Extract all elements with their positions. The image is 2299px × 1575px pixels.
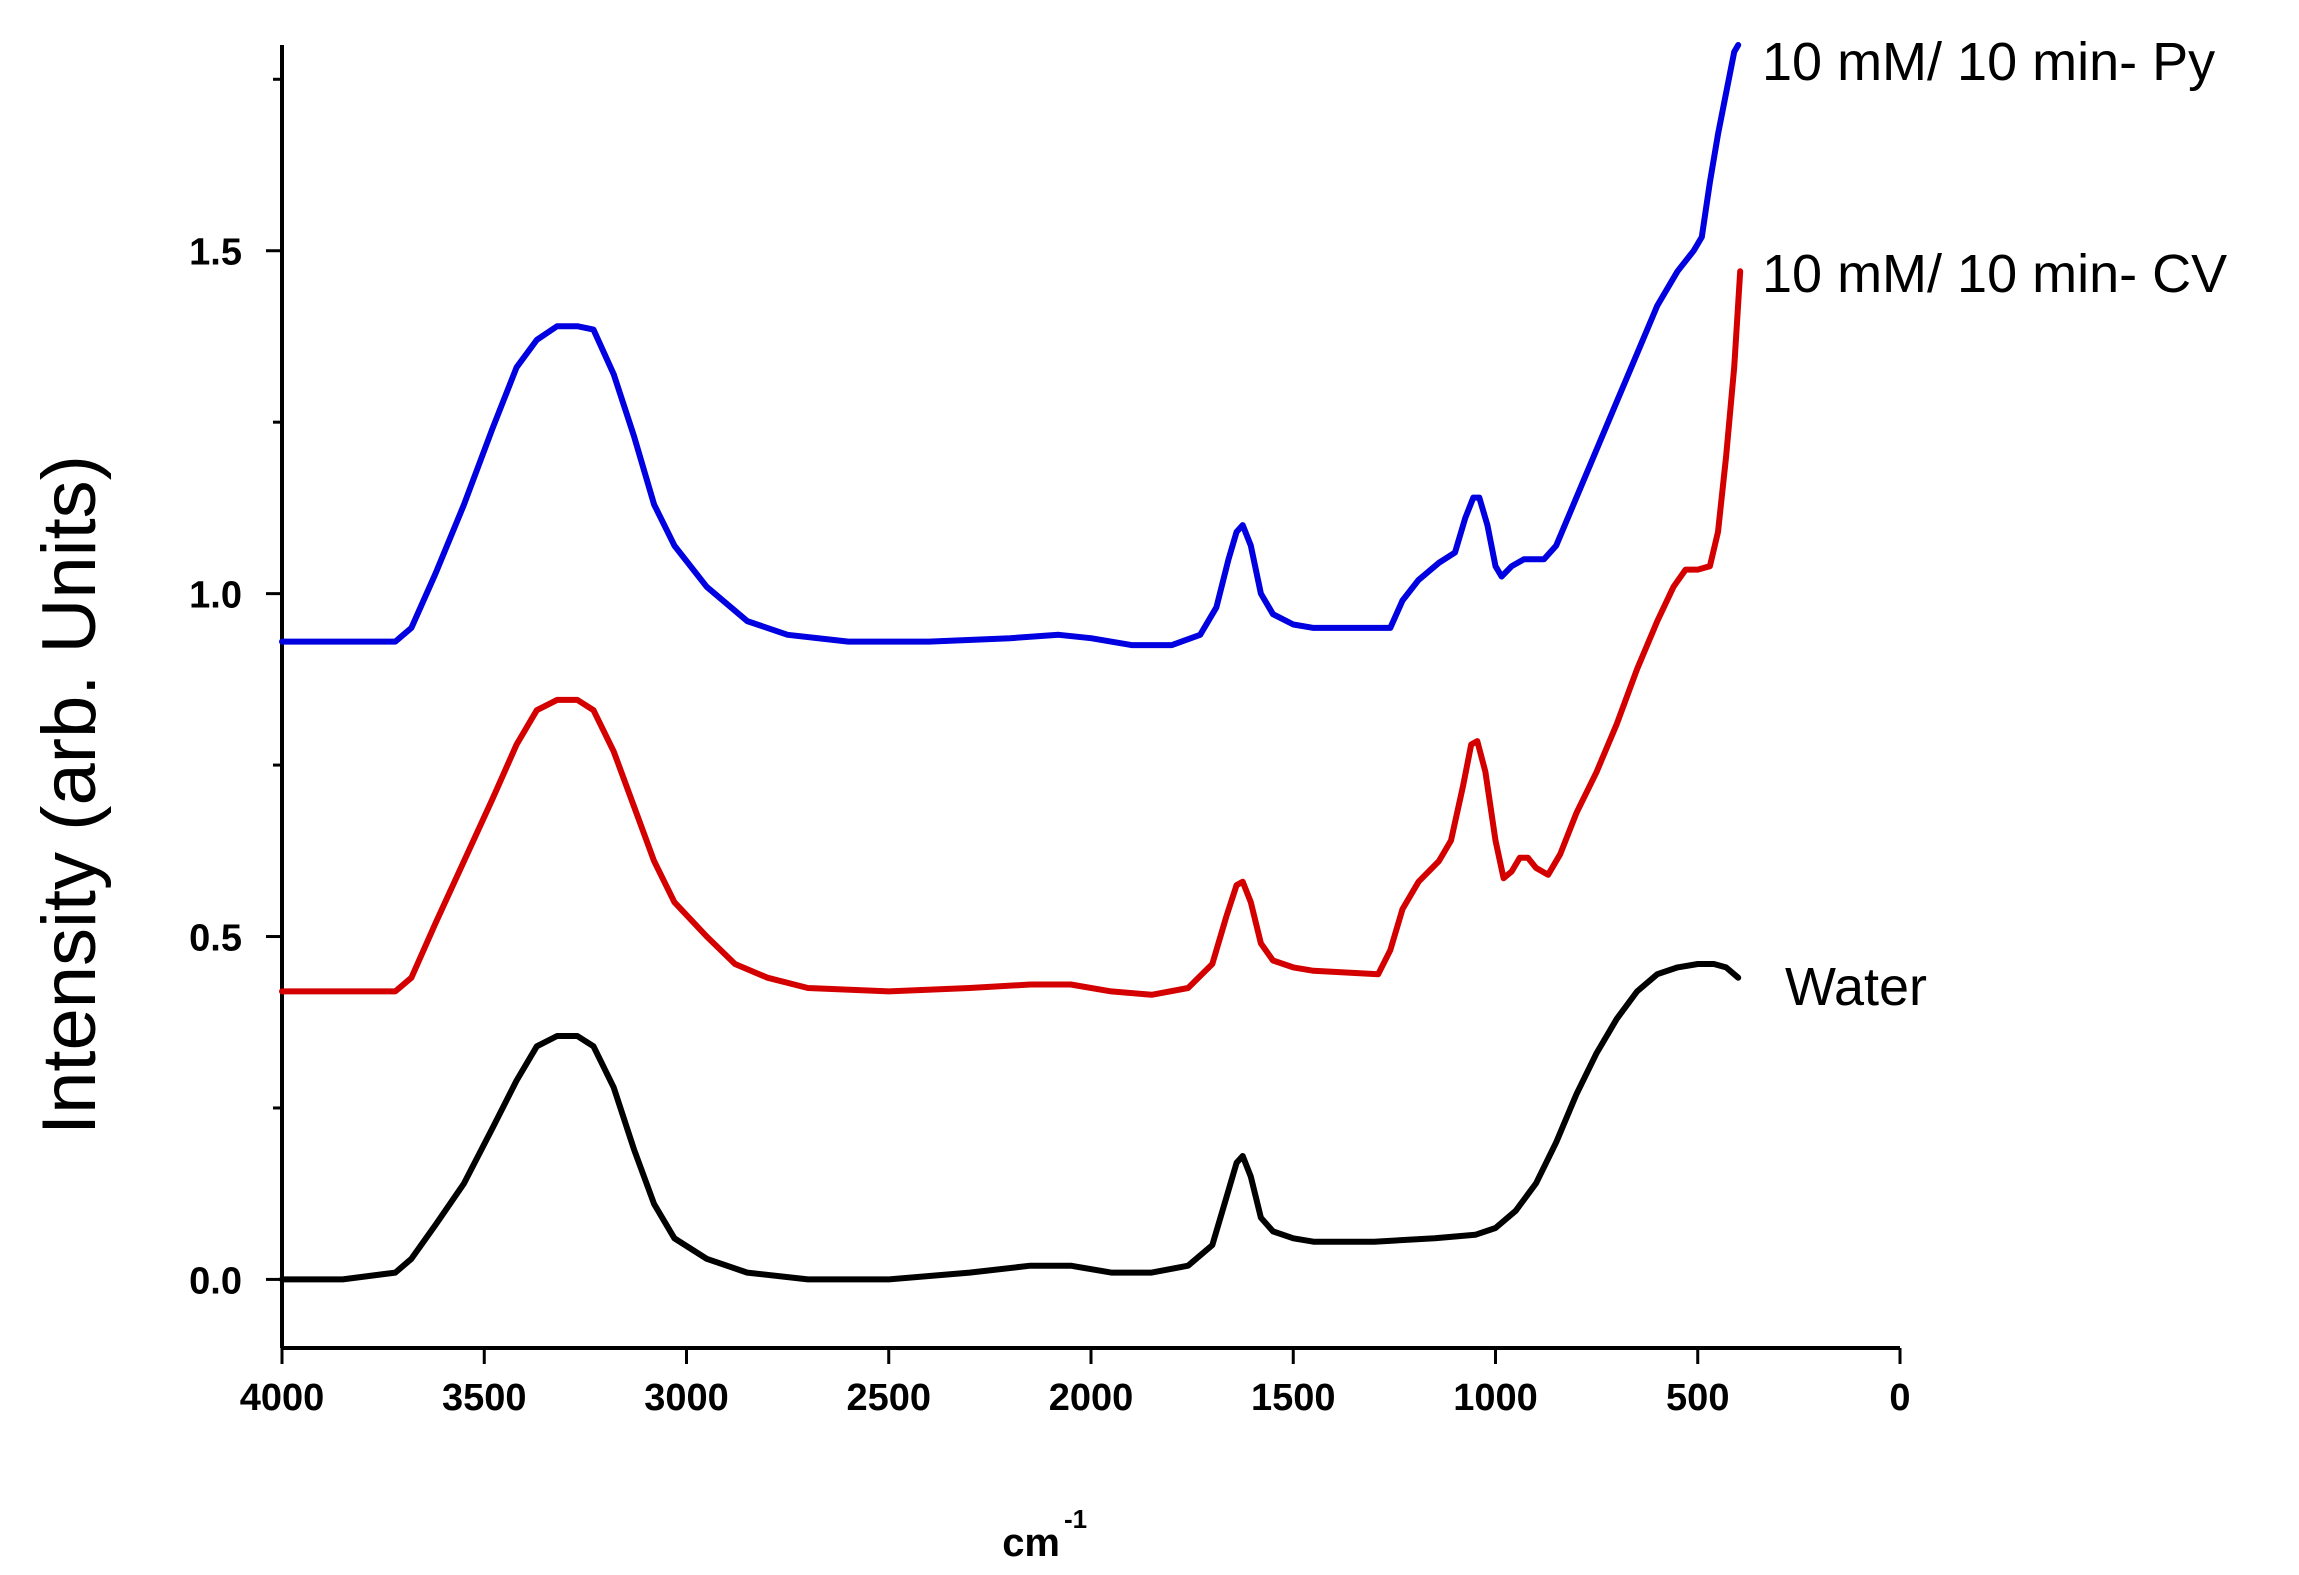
y-tick-label: 1.5 <box>189 232 242 274</box>
series-layer <box>279 42 1744 1283</box>
x-tick-label: 0 <box>1889 1377 1910 1419</box>
series-labels: 10 mM/ 10 min- Py 10 mM/ 10 min- CV Wate… <box>1762 32 2227 1017</box>
y-tick-label: 1.0 <box>189 575 242 617</box>
x-tick-label: 3000 <box>644 1377 729 1419</box>
x-tick-label: 500 <box>1666 1377 1729 1419</box>
x-tick-label: 1000 <box>1453 1377 1538 1419</box>
series-label-cv: 10 mM/ 10 min- CV <box>1762 244 2227 304</box>
x-axis-title-superscript: -1 <box>1064 1504 1087 1534</box>
series-label-py: 10 mM/ 10 min- Py <box>1762 32 2215 92</box>
series-label-water: Water <box>1785 957 1927 1017</box>
y-tick-label: 0.5 <box>189 918 242 960</box>
x-axis-title: cm -1 <box>1002 1504 1087 1565</box>
x-axis-title-base: cm <box>1002 1521 1060 1565</box>
axes <box>280 45 1900 1350</box>
x-tick-label: 1500 <box>1251 1377 1336 1419</box>
x-tick-label: 2500 <box>846 1377 931 1419</box>
y-axis-title: Intensity (arb. Units) <box>27 455 112 1135</box>
x-tick-label: 2000 <box>1049 1377 1134 1419</box>
series-line-2 <box>279 42 1742 649</box>
x-ticks: 4000 3500 3000 2500 2000 1500 1000 500 0 <box>240 1348 1911 1419</box>
y-ticks: 0.0 0.5 1.0 1.5 <box>189 77 282 1302</box>
x-tick-label: 4000 <box>240 1377 325 1419</box>
series-line-1 <box>279 268 1744 998</box>
y-tick-label: 0.0 <box>189 1260 242 1302</box>
x-tick-label: 3500 <box>442 1377 527 1419</box>
series-line-0 <box>279 961 1742 1283</box>
